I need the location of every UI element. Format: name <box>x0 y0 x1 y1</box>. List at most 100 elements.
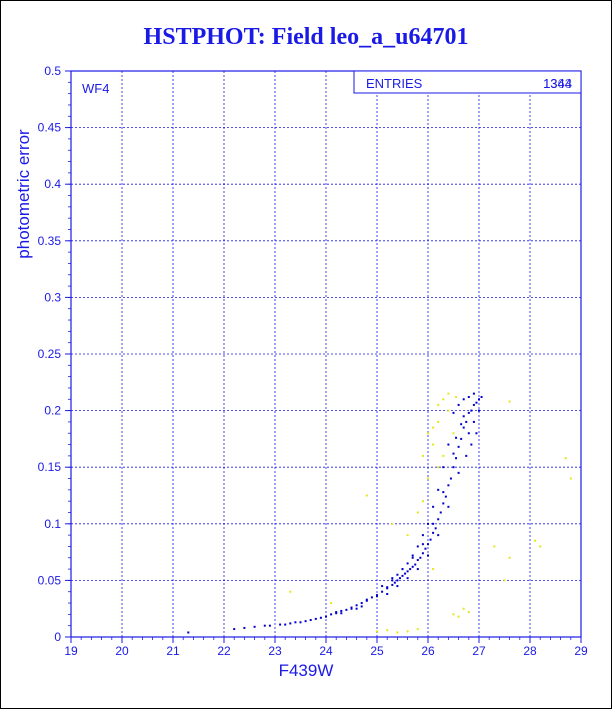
scatter-point <box>386 586 389 589</box>
scatter-point <box>447 505 450 508</box>
scatter-point <box>391 579 394 582</box>
scatter-point <box>401 574 404 577</box>
scatter-point <box>462 607 465 610</box>
scatter-point <box>325 615 327 618</box>
scatter-point <box>437 403 440 406</box>
scatter-point <box>437 534 440 537</box>
scatter-point <box>427 522 429 525</box>
scatter-point <box>411 554 414 557</box>
scatter-point <box>421 543 424 546</box>
scatter-point <box>455 457 458 460</box>
scatter-point <box>289 590 292 593</box>
scatter-point <box>534 539 537 542</box>
scatter-point <box>365 494 368 497</box>
grid-lines <box>71 71 581 637</box>
scatter-point <box>340 612 343 615</box>
scatter-point <box>396 585 399 588</box>
panel-label: WF4 <box>82 81 109 96</box>
scatter-point <box>381 585 384 588</box>
scatter-point <box>263 624 266 627</box>
scatter-point <box>233 628 236 631</box>
chart-title: HSTPHOT: Field leo_a_u64701 <box>143 24 469 50</box>
scatter-point <box>416 545 419 548</box>
stats-box: ENTRIES 1344 1363 <box>353 70 582 94</box>
scatter-point <box>470 409 473 412</box>
scatter-point <box>376 595 378 598</box>
x-tick-label: 23 <box>268 644 282 658</box>
scatter-point <box>478 398 480 401</box>
scatter-point <box>442 466 445 469</box>
scatter-point <box>432 443 435 446</box>
scatter-point <box>442 502 445 505</box>
scatter-point <box>416 511 419 514</box>
y-tick-label: 0 <box>54 630 61 644</box>
scatter-point <box>187 631 190 634</box>
scatter-point <box>427 543 429 546</box>
scatter-point <box>350 606 353 609</box>
scatter-point <box>508 556 511 559</box>
scatter-point <box>391 577 394 580</box>
y-tick-label: 0.15 <box>38 460 62 474</box>
scatter-point <box>457 445 460 448</box>
scatter-point <box>411 556 414 559</box>
scatter-point <box>427 554 429 557</box>
scatter-point <box>434 527 437 530</box>
scatter-point <box>447 409 450 412</box>
y-tick-label: 0.5 <box>44 64 61 78</box>
scatter-point <box>460 437 463 440</box>
scatter-point <box>452 613 455 616</box>
scatter-point <box>335 611 338 614</box>
x-tick-label: 22 <box>217 644 231 658</box>
scatter-point <box>284 623 287 626</box>
scatter-point <box>439 511 442 514</box>
scatter-point <box>268 624 271 627</box>
scatter-point <box>457 403 460 406</box>
scatter-point <box>421 454 424 457</box>
scatter-point <box>432 426 435 429</box>
axis-ticks: 19 20 21 22 23 24 25 26 27 28 29 0 0.05 0.1 0.15 0.2 0.2… <box>38 64 588 658</box>
scatter-point <box>404 572 407 575</box>
scatter-point <box>309 619 312 622</box>
scatter-point <box>460 423 463 426</box>
scatter-point <box>503 579 506 582</box>
scatter-point <box>330 613 333 616</box>
scatter-point <box>289 622 292 625</box>
scatter-point <box>442 454 445 457</box>
y-tick-label: 0.05 <box>38 573 62 587</box>
scatter-point <box>470 443 473 446</box>
scatter-point <box>472 420 475 423</box>
scatter-point <box>406 534 409 537</box>
scatter-point <box>465 454 468 457</box>
scatter-point <box>406 570 409 573</box>
stats-entries-value-overlay: 1363 <box>543 76 572 91</box>
x-tick-label: 28 <box>523 644 537 658</box>
scatter-point <box>386 629 389 632</box>
scatter-point <box>340 609 343 612</box>
scatter-point <box>437 466 440 469</box>
x-tick-label: 19 <box>64 644 78 658</box>
scatter-point <box>437 518 440 521</box>
y-tick-label: 0.4 <box>44 177 61 191</box>
scatter-point <box>421 500 424 503</box>
scatter-point <box>424 547 427 550</box>
scatter-point <box>475 401 478 404</box>
y-tick-label: 0.45 <box>38 121 62 135</box>
scatter-point <box>449 477 452 480</box>
scatter-point <box>401 568 404 571</box>
scatter-point <box>391 522 394 525</box>
scatter-point <box>493 545 496 548</box>
scatter-point <box>370 596 373 599</box>
plot-area-border <box>70 70 582 638</box>
y-tick-label: 0.2 <box>44 404 61 418</box>
scatter-point <box>447 484 450 487</box>
scatter-point <box>429 538 432 541</box>
scatter-point <box>279 623 282 626</box>
scatter-point <box>467 396 470 399</box>
scatter-point <box>406 577 409 580</box>
scatter-point <box>355 604 358 607</box>
scatter-point <box>345 608 348 611</box>
x-tick-label: 29 <box>574 644 588 658</box>
scatter-point <box>452 466 455 469</box>
scatter-point <box>396 573 399 576</box>
